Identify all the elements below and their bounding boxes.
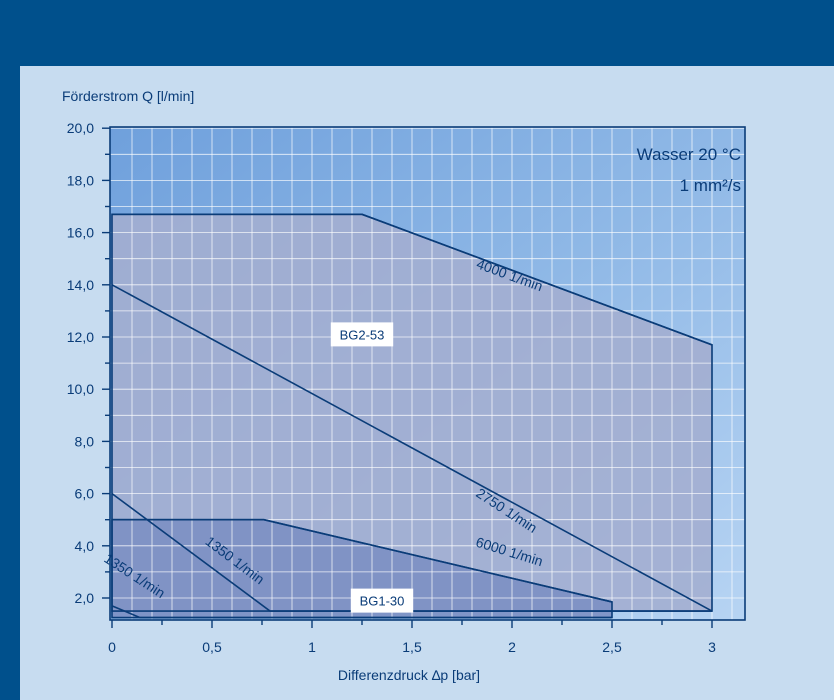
- y-tick-label: 12,0: [67, 329, 94, 345]
- region-label-bg1-30: BG1-30: [360, 594, 405, 609]
- x-tick-label: 3: [708, 639, 716, 655]
- y-tick-label: 10,0: [67, 381, 94, 397]
- x-tick-label: 1: [308, 639, 316, 655]
- x-axis-title: Differenzdruck ∆p [bar]: [338, 667, 480, 683]
- region-label-box: [330, 322, 394, 347]
- region-label-bg2-53: BG2-53: [340, 327, 385, 342]
- region-bg1-30: [112, 519, 612, 618]
- speed-line-27501-1: [111, 284, 713, 612]
- x-tick-label: 2,5: [602, 639, 622, 655]
- y-tick-label: 16,0: [67, 225, 94, 241]
- region-outline-bg1-30: [111, 518, 613, 619]
- condition-medium: Wasser 20 °C: [637, 145, 741, 164]
- x-tick-label: 1,5: [402, 639, 422, 655]
- y-tick-label: 6,0: [75, 486, 95, 502]
- y-tick-label: 18,0: [67, 172, 94, 188]
- y-axis-title: Förderstrom Q [l/min]: [62, 88, 194, 104]
- y-tick-label: 8,0: [75, 433, 95, 449]
- x-tick-label: 2: [508, 639, 516, 655]
- x-tick-label: 0,5: [202, 639, 222, 655]
- x-tick-label: 0: [108, 639, 116, 655]
- y-tick-label: 20,0: [67, 120, 94, 136]
- region-label-box: [350, 588, 414, 613]
- y-tick-label: 14,0: [67, 277, 94, 293]
- y-tick-label: 4,0: [75, 538, 95, 554]
- y-tick-label: 2,0: [75, 590, 95, 606]
- condition-viscosity: 1 mm²/s: [680, 176, 741, 195]
- axis-frame: [109, 126, 746, 621]
